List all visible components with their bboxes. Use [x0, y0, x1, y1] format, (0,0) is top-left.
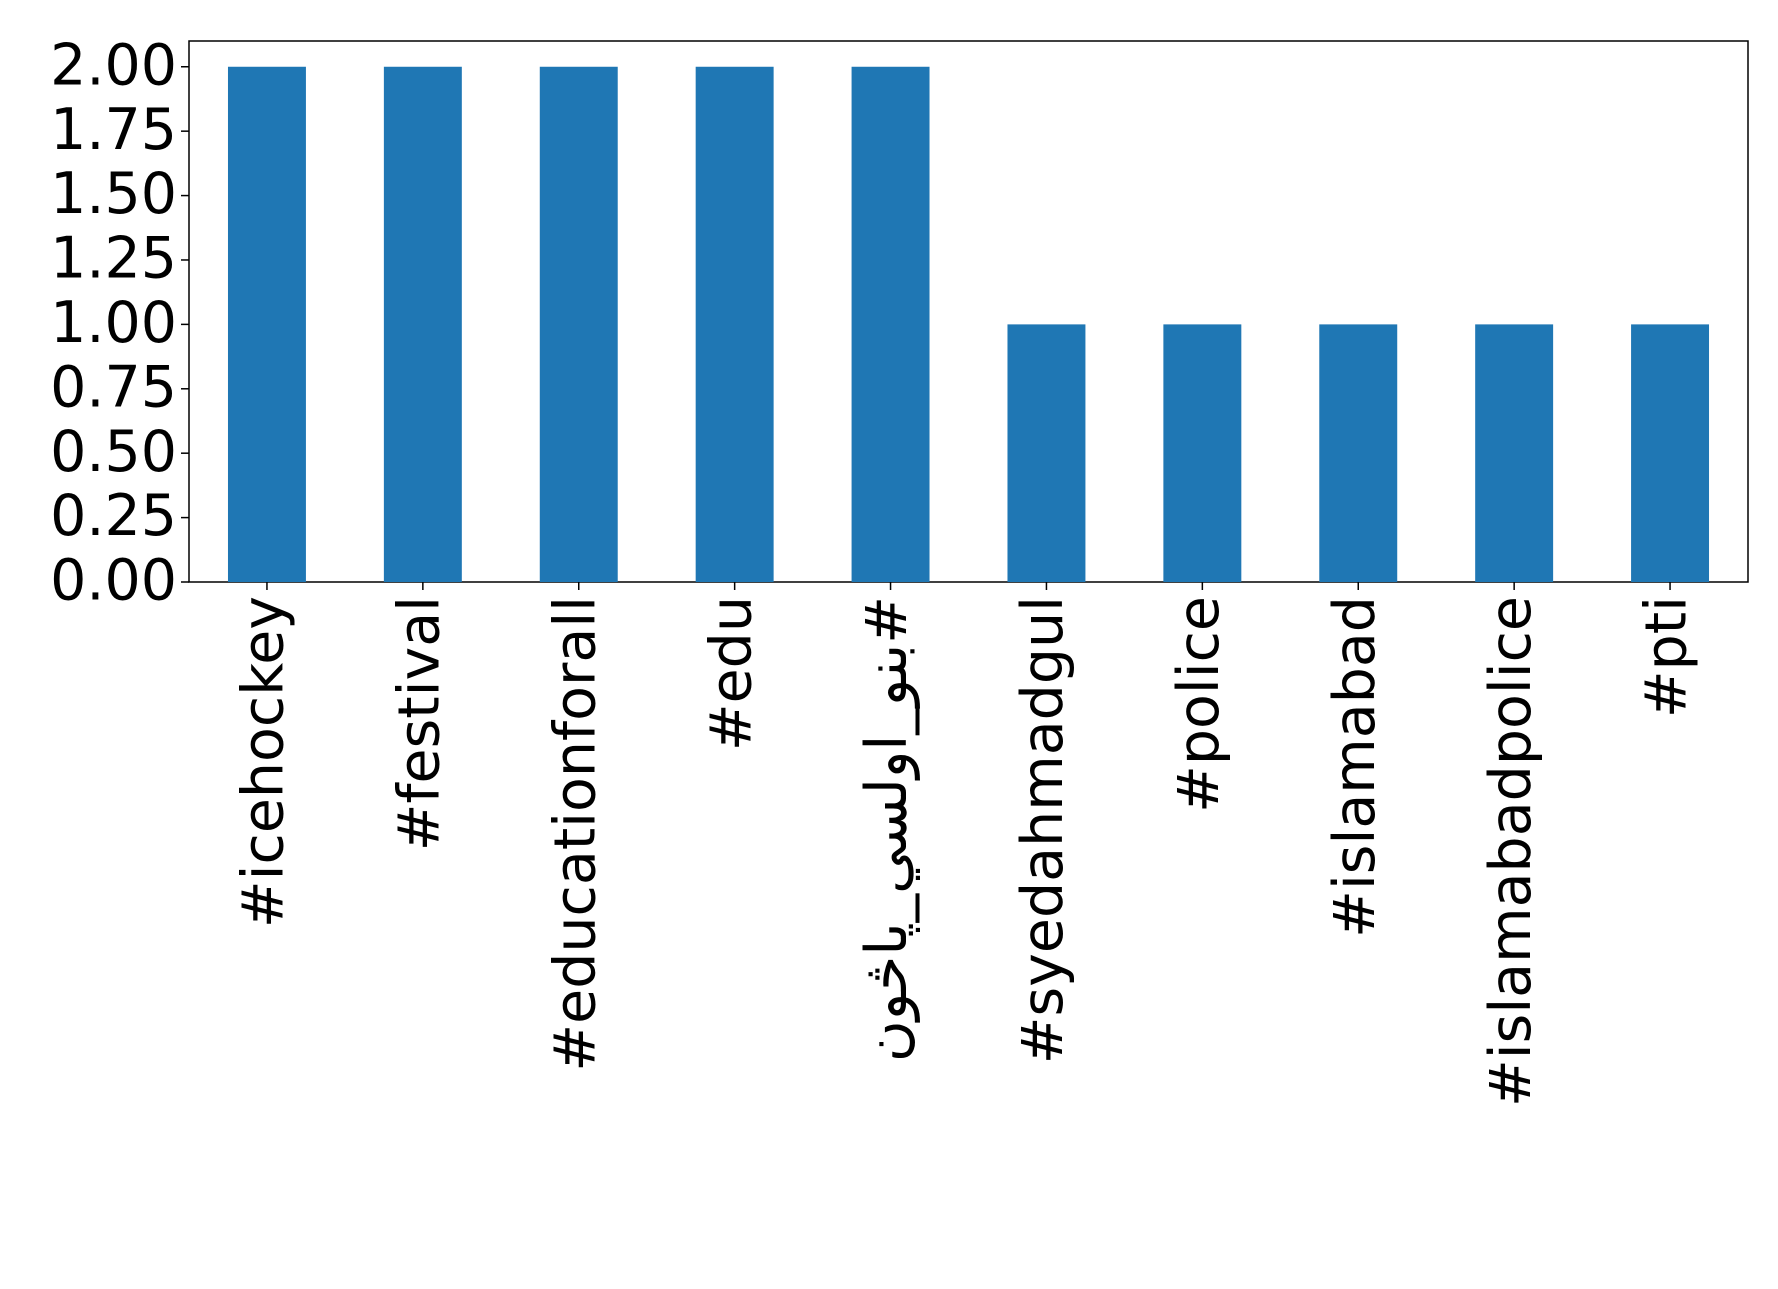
- y-tick-label: 1.00: [50, 290, 177, 356]
- y-tick-label: 0.25: [50, 483, 177, 549]
- y-tick-label: 0.75: [50, 354, 177, 420]
- bar: [1319, 324, 1398, 582]
- x-tick-label: #islamabad: [1322, 596, 1388, 938]
- bar: [383, 66, 462, 582]
- plot-frame: [188, 40, 1749, 583]
- x-tick-label: #festival: [386, 596, 452, 851]
- x-tick-label: #syedahmadgul: [1010, 596, 1076, 1064]
- x-tick-label: #pti: [1634, 596, 1700, 718]
- y-tick-label: 2.00: [50, 32, 177, 98]
- bar: [539, 66, 618, 582]
- bar: [1631, 324, 1710, 582]
- x-tick-label: #icehockey: [231, 596, 297, 928]
- bar: [851, 66, 930, 582]
- y-tick-label: 1.75: [50, 97, 177, 163]
- bar: [1163, 324, 1242, 582]
- x-tick-label: #islamabadpolice: [1478, 596, 1544, 1107]
- x-tick-label: #بنو_اولسي_پاڅون: [854, 596, 920, 1062]
- bar: [695, 66, 774, 582]
- x-tick-label: #educationforall: [542, 596, 608, 1072]
- x-tick-label: #police: [1166, 596, 1232, 813]
- bar: [1007, 324, 1086, 582]
- y-tick-label: 0.50: [50, 419, 177, 485]
- y-tick-label: 0.00: [50, 548, 177, 614]
- bar: [227, 66, 306, 582]
- y-tick-label: 1.50: [50, 161, 177, 227]
- bar: [1475, 324, 1554, 582]
- x-tick-label: #edu: [698, 596, 764, 751]
- y-tick-label: 1.25: [50, 226, 177, 292]
